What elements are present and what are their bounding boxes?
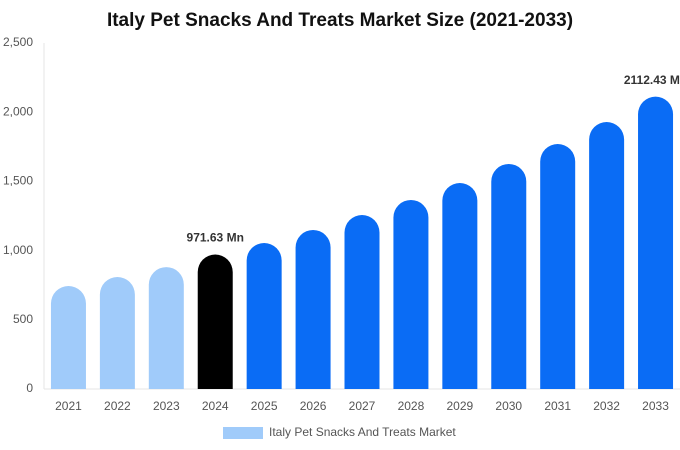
bar [344,215,380,389]
bar [295,229,331,389]
bar [197,254,233,389]
y-tick-label: 0 [26,381,33,395]
bar [148,267,184,389]
bar [99,277,135,389]
legend-label: Italy Pet Snacks And Treats Market [269,425,456,439]
x-tick-label: 2024 [202,399,229,413]
legend-swatch [223,427,263,439]
x-tick-label: 2033 [642,399,669,413]
x-tick-label: 2025 [251,399,278,413]
x-tick-label: 2022 [104,399,131,413]
chart-title: Italy Pet Snacks And Treats Market Size … [107,10,573,31]
x-tick-label: 2026 [300,399,327,413]
y-tick-label: 1,500 [3,174,33,188]
bar [393,199,429,389]
x-tick-label: 2032 [593,399,620,413]
x-tick-label: 2023 [153,399,180,413]
x-tick-label: 2021 [55,399,82,413]
bar [540,144,576,389]
bar [638,96,674,390]
x-tick-label: 2030 [495,399,522,413]
x-tick-label: 2027 [349,399,376,413]
bar [50,286,86,389]
y-tick-label: 2,500 [3,35,33,49]
y-tick-label: 500 [13,312,33,326]
y-tick-label: 2,000 [3,104,33,118]
x-tick-label: 2029 [446,399,473,413]
bar [442,183,478,389]
x-tick-label: 2031 [544,399,571,413]
bar [491,163,527,389]
x-tick-label: 2028 [398,399,425,413]
value-label: 971.63 Mn [187,231,244,245]
bar [246,242,282,389]
value-label: 2112.43 Mn [624,73,680,87]
bar [589,122,625,389]
y-tick-label: 1,000 [3,243,33,257]
